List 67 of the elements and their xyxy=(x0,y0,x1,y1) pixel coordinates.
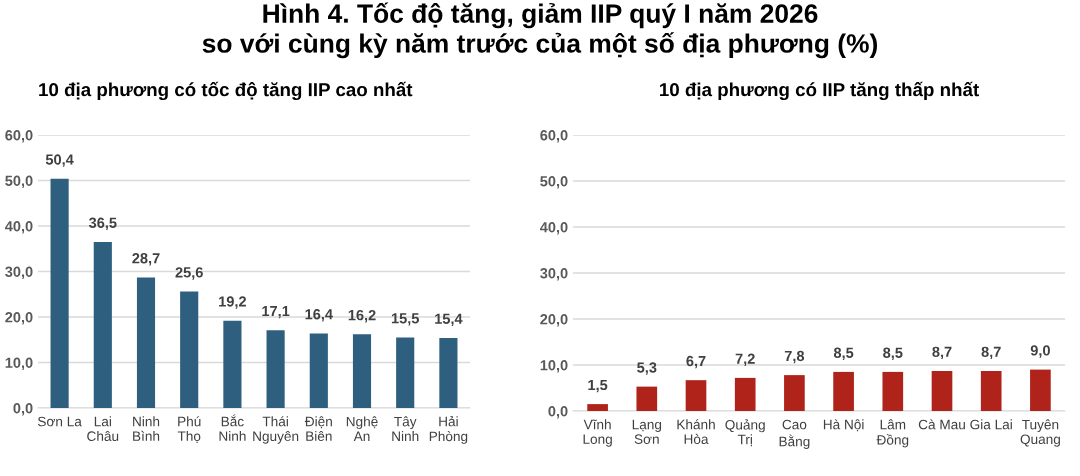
bar xyxy=(309,333,328,408)
bar xyxy=(136,277,156,408)
data-label: 9,0 xyxy=(1030,345,1050,358)
data-label: 16,2 xyxy=(348,309,376,323)
y-tick-label: 30,0 xyxy=(540,268,568,281)
bar xyxy=(439,337,458,408)
data-label: 15,4 xyxy=(435,313,463,327)
x-tick-label: Nghệ An xyxy=(346,416,378,441)
x-tick-label: Phú Thọ xyxy=(177,416,201,443)
x-tick-label: Cà Mau xyxy=(918,419,965,430)
x-tick-label: Lâm Đồng xyxy=(876,419,909,448)
x-tick-label: Thái Nguyên xyxy=(253,416,299,444)
x-tick-label: Tuyên Quang xyxy=(1020,419,1060,447)
x-tick-label: Gia Lai xyxy=(970,419,1012,430)
x-tick-label: Khánh Hòa xyxy=(677,419,715,444)
data-label: 8,5 xyxy=(883,347,903,361)
y-tick-label: 10,0 xyxy=(5,357,33,371)
bar xyxy=(352,334,372,408)
y-tick-label: 30,0 xyxy=(5,266,33,280)
data-label: 6,7 xyxy=(686,355,706,369)
data-label: 17,1 xyxy=(262,306,290,319)
x-tick-label: Lai Châu xyxy=(87,416,119,441)
y-tick-label: 20,0 xyxy=(540,314,568,327)
data-label: 8,7 xyxy=(932,346,952,360)
bar xyxy=(266,330,285,408)
bar xyxy=(396,337,415,408)
text: Hình 4. Tốc độ tăng, giảm IIP quý I năm 2026 so với cùng kỳ năm trước của một số địa phương (%) xyxy=(202,2,878,59)
data-label: 15,5 xyxy=(391,313,419,326)
y-tick-label: 50,0 xyxy=(540,176,568,189)
x-tick-label: Tây Ninh xyxy=(392,416,419,441)
data-label: 7,2 xyxy=(735,353,755,366)
x-tick-label: Hải Phòng xyxy=(429,416,468,444)
y-tick-label: 40,0 xyxy=(4,221,33,234)
data-label: 19,2 xyxy=(219,296,247,309)
bar xyxy=(93,241,112,408)
x-tick-label: Bắc Ninh xyxy=(219,414,246,441)
y-tick-label: 50,0 xyxy=(5,175,33,189)
x-tick-label: Vĩnh Long xyxy=(583,419,612,447)
data-label: 50,4 xyxy=(45,154,74,167)
y-tick-label: 0,0 xyxy=(13,403,33,416)
y-tick-label: 60,0 xyxy=(540,130,568,143)
y-tick-label: 40,0 xyxy=(539,222,568,235)
x-tick-label: Điện Biên xyxy=(304,416,332,441)
data-label: 8,7 xyxy=(981,346,1001,360)
x-tick-label: Ninh Bình xyxy=(133,416,160,441)
bar xyxy=(50,178,69,408)
bar xyxy=(223,320,242,408)
data-label: 5,3 xyxy=(637,362,657,375)
chart-subtitle: 10 địa phương có IIP tăng thấp nhất xyxy=(660,81,979,101)
y-tick-label: 60,0 xyxy=(5,130,33,143)
y-tick-label: 0,0 xyxy=(548,406,568,419)
data-label: 36,5 xyxy=(88,217,117,231)
x-tick-label: Hà Nội xyxy=(823,419,864,432)
data-label: 25,6 xyxy=(175,267,203,280)
bar xyxy=(180,291,199,408)
chart-subtitle: 10 địa phương có tốc độ tăng IIP cao nhất xyxy=(39,81,413,101)
y-tick-label: 10,0 xyxy=(540,360,568,373)
data-label: 16,4 xyxy=(305,309,333,322)
data-label: 1,5 xyxy=(588,379,608,393)
x-tick-label: Lạng Sơn xyxy=(632,419,662,444)
x-tick-label: Sơn La xyxy=(37,416,82,427)
x-tick-label: Quảng Trị xyxy=(725,419,765,447)
data-label: 8,5 xyxy=(833,347,854,361)
x-tick-label: Cao Bằng xyxy=(779,419,810,450)
data-label: 28,7 xyxy=(132,253,160,266)
y-tick-label: 20,0 xyxy=(5,312,33,325)
data-label: 7,8 xyxy=(784,350,805,364)
